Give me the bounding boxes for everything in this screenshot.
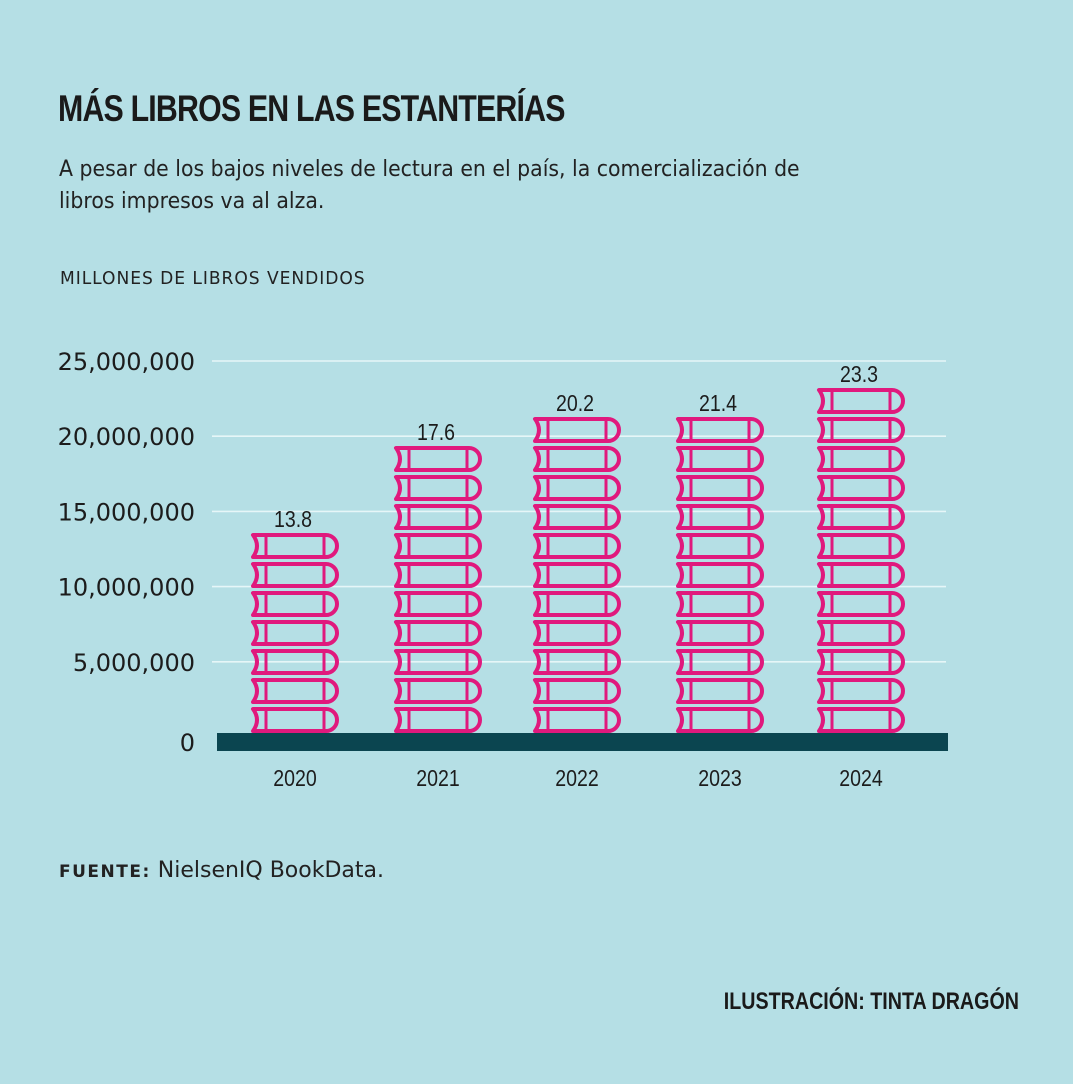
book-stack-2023 <box>676 417 764 733</box>
book-stack-2020 <box>251 533 339 733</box>
book-stacks <box>251 388 905 733</box>
value-label: 17.6 <box>417 420 455 446</box>
book-icon <box>533 417 621 443</box>
book-icon <box>817 591 905 617</box>
y-tick-label: 15,000,000 <box>58 498 195 526</box>
book-icon <box>817 649 905 675</box>
book-icon <box>533 475 621 501</box>
book-icon <box>676 504 764 530</box>
source-text: NielsenIQ BookData. <box>150 858 384 883</box>
book-icon <box>533 620 621 646</box>
book-icon <box>817 533 905 559</box>
book-icon <box>394 649 482 675</box>
book-icon <box>817 475 905 501</box>
baseline <box>217 733 948 751</box>
book-icon <box>251 562 339 588</box>
y-tick-label: 25,000,000 <box>58 348 195 376</box>
book-icon <box>817 678 905 704</box>
book-icon <box>676 649 764 675</box>
y-axis-ticks: 0 5,000,000 10,000,000 15,000,000 20,000,000… <box>58 348 195 757</box>
book-icon <box>676 678 764 704</box>
book-icon <box>533 649 621 675</box>
source-note: FUENTE: NielsenIQ BookData. <box>59 858 384 883</box>
book-icon <box>817 388 905 414</box>
book-icon <box>817 504 905 530</box>
book-icon <box>533 533 621 559</box>
book-stack-2022 <box>533 417 621 733</box>
book-icon <box>676 446 764 472</box>
book-icon <box>533 446 621 472</box>
book-icon <box>394 446 482 472</box>
y-tick-label: 0 <box>180 729 195 757</box>
value-labels: 13.8 17.6 20.2 21.4 23.3 <box>274 362 878 533</box>
x-tick-label: 2023 <box>698 766 741 792</box>
book-stack-2024 <box>817 388 905 733</box>
book-icon <box>533 562 621 588</box>
book-icon <box>251 533 339 559</box>
x-tick-label: 2024 <box>839 766 883 792</box>
book-icon <box>394 562 482 588</box>
book-icon <box>394 504 482 530</box>
book-icon <box>251 678 339 704</box>
book-icon <box>533 591 621 617</box>
book-icon <box>817 562 905 588</box>
book-icon <box>394 620 482 646</box>
book-icon <box>676 620 764 646</box>
book-icon <box>533 504 621 530</box>
value-label: 13.8 <box>274 507 312 533</box>
book-icon <box>251 620 339 646</box>
book-icon <box>394 533 482 559</box>
x-axis-ticks: 2020 2021 2022 2023 2024 <box>273 766 883 792</box>
y-tick-label: 5,000,000 <box>73 649 195 677</box>
illustration-credit: ILUSTRACIÓN: TINTA DRAGÓN <box>723 988 1019 1015</box>
book-icon <box>394 707 482 733</box>
book-icon <box>817 707 905 733</box>
book-icon <box>533 678 621 704</box>
x-tick-label: 2021 <box>416 766 459 792</box>
value-label: 21.4 <box>699 391 737 417</box>
shelf-baseline <box>217 733 948 751</box>
source-label: FUENTE: <box>59 862 151 882</box>
book-icon <box>251 707 339 733</box>
book-icon <box>676 533 764 559</box>
book-icon <box>676 591 764 617</box>
value-label: 23.3 <box>840 362 878 388</box>
book-icon <box>251 591 339 617</box>
book-icon <box>251 649 339 675</box>
book-icon <box>676 707 764 733</box>
value-label: 20.2 <box>556 391 594 417</box>
y-tick-label: 20,000,000 <box>58 423 195 451</box>
y-tick-label: 10,000,000 <box>58 574 195 602</box>
book-icon <box>817 417 905 443</box>
x-tick-label: 2022 <box>555 766 598 792</box>
book-icon <box>394 475 482 501</box>
book-stack-2021 <box>394 446 482 733</box>
book-icon <box>533 707 621 733</box>
chart-title: MÁS LIBROS EN LAS ESTANTERÍAS <box>58 88 565 129</box>
book-icon <box>817 446 905 472</box>
x-tick-label: 2020 <box>273 766 317 792</box>
chart-subtitle: A pesar de los bajos niveles de lectura … <box>59 157 800 214</box>
book-icon <box>676 475 764 501</box>
book-icon <box>676 562 764 588</box>
book-icon <box>676 417 764 443</box>
book-icon <box>394 591 482 617</box>
book-icon <box>394 678 482 704</box>
y-axis-unit-label: MILLONES DE LIBROS VENDIDOS <box>60 268 366 289</box>
book-icon <box>817 620 905 646</box>
